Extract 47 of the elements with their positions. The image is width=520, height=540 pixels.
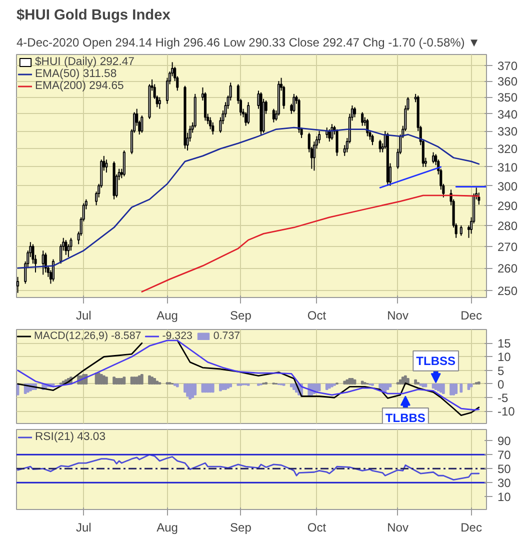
x-tick-label: Aug — [156, 308, 178, 322]
y-tick-label: 350 — [498, 90, 518, 105]
y-tick-label: 290 — [498, 198, 518, 213]
y-tick-label: 360 — [498, 74, 518, 89]
x-tick-label: Nov — [387, 308, 408, 322]
y-tick-label: 70 — [498, 448, 512, 462]
y-tick-label: 15 — [498, 336, 512, 351]
y-tick-label: 5 — [498, 364, 504, 378]
chart-subtitle: 4-Dec-2020 Open 294.14 High 296.46 Low 290.33 Close 292.47 Chg -1.70 (-0.58%) ▼ — [16, 36, 480, 50]
y-tick-label: 330 — [498, 124, 518, 139]
y-tick-label: 30 — [498, 476, 512, 490]
y-tick-label: -5 — [498, 391, 508, 406]
y-tick-label: -10 — [498, 404, 516, 419]
legend-label: 0.737 — [213, 330, 240, 342]
x-tick-label: Oct — [307, 520, 327, 534]
annotation: TLBSS — [416, 354, 456, 368]
x-tick-label: Jul — [76, 308, 92, 322]
legend-label: -9.323 — [162, 330, 192, 342]
legend-label: $HUI (Daily) 292.47 — [35, 56, 134, 68]
y-tick-label: 250 — [498, 284, 518, 298]
y-tick-label: 10 — [498, 490, 512, 504]
legend-label: MACD(12,26,9) -8.587 — [34, 330, 142, 342]
x-tick-label: Dec — [460, 308, 482, 322]
y-tick-label: 260 — [498, 262, 518, 276]
legend-label: EMA(50) 311.58 — [35, 68, 117, 80]
legend-label: RSI(21) 43.03 — [35, 431, 106, 443]
x-tick-label: Sep — [230, 308, 252, 322]
x-tick-label: Nov — [387, 520, 408, 534]
y-tick-label: 10 — [498, 350, 512, 364]
x-tick-label: Aug — [156, 520, 178, 534]
chart-title: $HUI Gold Bugs Index — [16, 8, 172, 24]
y-tick-label: 370 — [498, 58, 518, 73]
y-tick-label: 50 — [498, 462, 512, 476]
y-tick-label: 310 — [498, 160, 518, 174]
y-tick-label: 90 — [498, 434, 512, 448]
x-tick-label: Oct — [307, 308, 327, 322]
x-tick-label: Dec — [460, 520, 482, 534]
x-tick-label: Sep — [230, 520, 252, 534]
y-tick-label: 280 — [498, 218, 518, 233]
y-tick-label: 340 — [498, 107, 518, 122]
x-tick-label: Jul — [76, 520, 92, 534]
y-tick-label: 0 — [498, 377, 504, 392]
y-tick-label: 300 — [498, 179, 518, 194]
annotation: TLBBS — [385, 411, 426, 426]
legend-label: EMA(200) 294.65 — [35, 80, 124, 92]
y-tick-label: 270 — [498, 240, 518, 254]
y-tick-label: 320 — [498, 142, 518, 156]
